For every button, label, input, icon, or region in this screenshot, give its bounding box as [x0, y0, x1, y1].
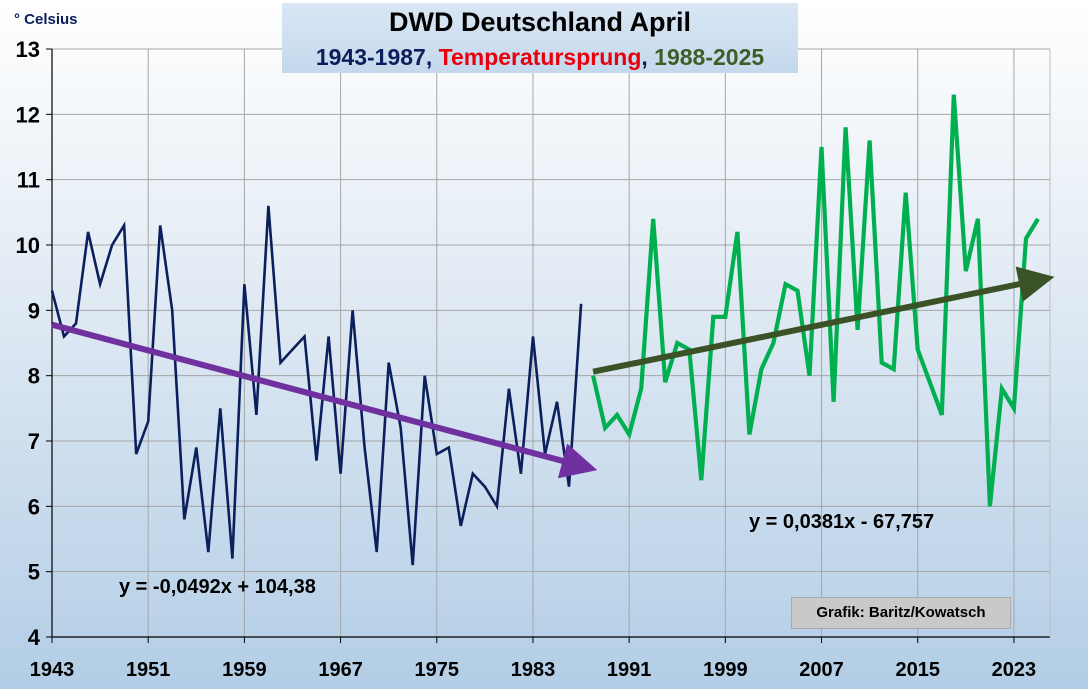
- x-tick-label-1959: 1959: [222, 659, 267, 681]
- y-tick-label-9: 9: [28, 298, 40, 323]
- y-tick-label-12: 12: [16, 102, 40, 127]
- series-line-1: [591, 94, 1040, 507]
- y-tick-label-5: 5: [28, 560, 40, 585]
- trend-arrows: [51, 266, 1055, 479]
- x-tick-label-2023: 2023: [992, 659, 1037, 681]
- x-tick-label-2015: 2015: [895, 659, 940, 681]
- x-tick-label-2007: 2007: [799, 659, 844, 681]
- y-tick-label-13: 13: [16, 37, 40, 62]
- y-tick-label-8: 8: [28, 364, 40, 389]
- subtitle-part-3: ,: [641, 44, 655, 70]
- grid: [51, 48, 1050, 638]
- trend-arrow-1: [592, 266, 1055, 375]
- y-tick-label-7: 7: [28, 429, 40, 454]
- title-box: DWD Deutschland April 1943-1987, Tempera…: [282, 3, 798, 73]
- y-tick-label-4: 4: [28, 625, 41, 650]
- series-lines: [50, 94, 1040, 566]
- y-tick-label-11: 11: [17, 168, 40, 193]
- subtitle-part-2: Temperatursprung: [438, 44, 642, 70]
- x-tick-label-1975: 1975: [415, 659, 460, 681]
- series-line-0: [50, 205, 583, 566]
- axes: 4 5 6 7 8 9 10 11 12 13 1943 1951 1959 1967 1975 1983 19…: [16, 37, 1051, 681]
- credit-label: Grafik: Baritz/Kowatsch: [791, 597, 1011, 629]
- chart-title: DWD Deutschland April: [388, 7, 691, 37]
- trend-arrow-0: [51, 321, 598, 479]
- y-axis-unit-label: ° Celsius: [14, 11, 78, 28]
- x-tick-label-1951: 1951: [126, 659, 171, 681]
- y-tick-label-6: 6: [28, 494, 40, 519]
- trend-equation-1943-1987: y = -0,0492x + 104,38: [119, 576, 316, 598]
- y-tick-label-10: 10: [16, 233, 40, 258]
- subtitle-part-0: 1943-1987: [315, 44, 426, 70]
- x-tick-label-1967: 1967: [318, 659, 363, 681]
- subtitle-part-1: ,: [425, 44, 439, 70]
- chart-subtitle: 1943-1987, Temperatursprung, 1988-2025: [282, 44, 798, 71]
- subtitle-part-4: 1988-2025: [654, 44, 765, 70]
- x-tick-label-1991: 1991: [607, 659, 652, 681]
- x-tick-label-1983: 1983: [511, 659, 556, 681]
- x-tick-label-1943: 1943: [30, 659, 75, 681]
- trend-equation-1988-2025: y = 0,0381x - 67,757: [749, 511, 935, 533]
- x-tick-label-1999: 1999: [703, 659, 748, 681]
